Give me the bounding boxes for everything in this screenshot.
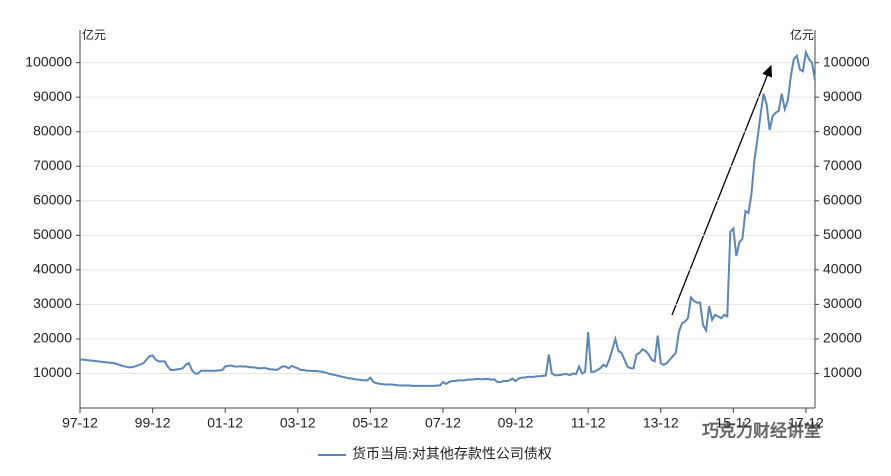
y2-tick-label: 50000 [823,226,862,242]
x-tick-label: 01-12 [207,415,243,431]
y2-tick-label: 90000 [823,88,862,104]
y-tick-label: 80000 [33,122,72,138]
y-unit: 亿元 [82,27,106,42]
y-tick-label: 60000 [33,191,72,207]
y2-tick-label: 10000 [823,364,862,380]
x-tick-label: 17-12 [788,415,824,431]
y2-tick-label: 80000 [823,122,862,138]
x-tick-label: 11-12 [571,415,606,431]
y-tick-label: 40000 [33,261,72,277]
y-tick-label: 90000 [33,88,72,104]
x-tick-label: 03-12 [280,415,316,431]
legend-label: 货币当局:对其他存款性公司债权 [352,446,552,462]
x-tick-label: 05-12 [352,415,388,431]
x-tick-label: 13-12 [643,415,679,431]
x-tick-label: 09-12 [498,415,534,431]
y-tick-label: 100000 [25,53,72,69]
line-series [80,48,816,387]
y2-tick-label: 40000 [823,261,862,277]
y2-unit: 亿元 [790,27,814,42]
trend-arrow [671,64,772,316]
x-tick-label: 15-12 [715,415,751,431]
y2-tick-label: 100000 [823,53,870,69]
y2-tick-label: 60000 [823,191,862,207]
y-tick-label: 30000 [33,295,72,311]
x-tick-label: 97-12 [62,415,98,431]
y-tick-label: 70000 [33,157,72,173]
y2-tick-label: 70000 [823,157,862,173]
y2-tick-label: 20000 [823,330,862,346]
x-tick-label: 07-12 [425,415,461,431]
watermark: 巧克力财经讲堂 [702,420,821,440]
y-tick-label: 10000 [33,364,72,380]
y2-tick-label: 30000 [823,295,862,311]
y-tick-label: 20000 [33,330,72,346]
x-tick-label: 99-12 [135,415,171,431]
y-tick-label: 50000 [33,226,72,242]
